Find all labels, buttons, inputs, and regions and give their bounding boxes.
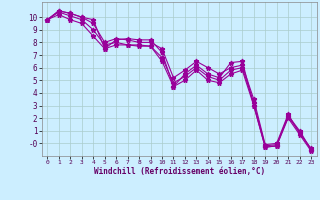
X-axis label: Windchill (Refroidissement éolien,°C): Windchill (Refroidissement éolien,°C) [94,167,265,176]
